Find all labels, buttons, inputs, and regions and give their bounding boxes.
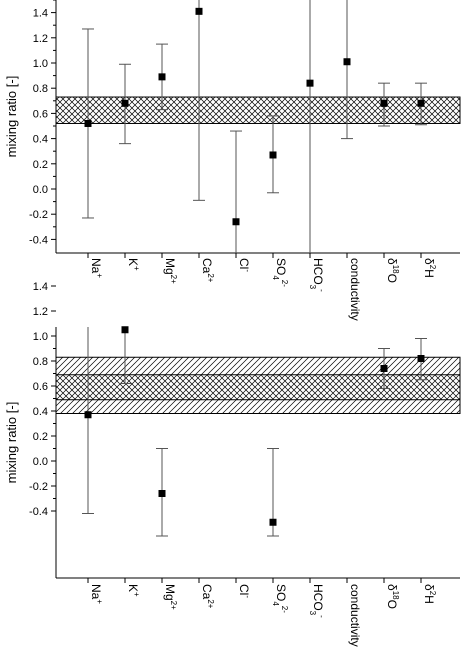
y-tick-label: 1.2: [33, 306, 48, 318]
x-tick-label: δ2H: [422, 258, 437, 278]
x-tick-label: Ca2+: [200, 584, 215, 609]
data-point: [269, 518, 277, 526]
x-tick-label: HCO3-: [308, 584, 326, 618]
data-point: [84, 411, 92, 419]
x-tick-label: SO42-: [271, 258, 289, 287]
data-point: [121, 326, 129, 334]
data-point: [84, 119, 92, 127]
data-point: [380, 99, 388, 107]
data-point: [195, 7, 203, 15]
y-tick-label: 0.8: [33, 356, 48, 368]
data-point: [306, 79, 314, 87]
y-tick-label: 0.6: [33, 108, 48, 120]
range-band-0: [55, 96, 461, 124]
range-band-1: [55, 374, 461, 401]
x-tick-label: SO42-: [271, 584, 289, 613]
x-tick-label: Na+: [89, 258, 104, 278]
y-tick-label: 0.2: [33, 159, 48, 171]
y-tick-label: 1.0: [33, 331, 48, 343]
bottom-panel: -0.4 -0.2 0.0 0.2 0.4 0.6 0.8 1.0 1.2 1.4 mixing r…: [4, 281, 461, 647]
y-tick-label: 1.4: [33, 8, 48, 20]
y-tick-label: 0.0: [33, 456, 48, 468]
data-point: [417, 355, 425, 362]
y-tick-label: -0.2: [29, 481, 48, 493]
y-tick-label: 1.0: [33, 58, 48, 70]
x-tick-label: K+: [126, 258, 141, 271]
x-tick-label: Mg2+: [163, 584, 178, 610]
data-point: [380, 365, 388, 372]
y-tick-label: -0.4: [29, 506, 48, 518]
x-tick-label: Cl-: [237, 584, 252, 598]
x-tick-label: δ2H: [422, 584, 437, 604]
x-tick-label: δ18O: [385, 258, 400, 283]
y-tick-label: 0.2: [33, 431, 48, 443]
data-point: [417, 99, 425, 107]
data-point: [269, 151, 277, 159]
y-tick-label: 0.4: [33, 406, 48, 418]
y-tick-label: 0.6: [33, 381, 48, 393]
data-point: [158, 73, 166, 81]
y-tick-label: -0.4: [29, 234, 48, 246]
x-tick-label: Na+: [89, 584, 104, 604]
y-tick-label: -0.2: [29, 209, 48, 221]
data-point: [343, 58, 351, 66]
x-tick-label: conductivity: [348, 258, 362, 321]
y-tick-label: 1.2: [33, 33, 48, 45]
y-tick-label: 0.4: [33, 134, 48, 146]
x-tick-label: Ca2+: [200, 258, 215, 283]
x-tick-label: δ18O: [385, 584, 400, 609]
data-point: [232, 218, 240, 226]
top-panel: -0.4 -0.2 0.0 0.2 0.4 0.6 0.8 1.0 1.2 1.4 mixing r…: [4, 0, 461, 321]
x-tick-label: HCO3-: [308, 258, 326, 292]
x-tick-label: Mg2+: [163, 258, 178, 284]
x-tick-label: Cl-: [237, 258, 252, 272]
x-tick-label: conductivity: [348, 584, 362, 647]
y-tick-label: 1.4: [33, 281, 48, 293]
x-tick-label: K+: [126, 584, 141, 597]
y-tick-label: 0.8: [33, 83, 48, 95]
y-axis-title: mixing ratio [-]: [4, 76, 19, 158]
y-tick-label: 0.0: [33, 184, 48, 196]
y-axis-title: mixing ratio [-]: [4, 402, 19, 484]
data-point: [158, 490, 166, 497]
data-point: [121, 99, 129, 107]
